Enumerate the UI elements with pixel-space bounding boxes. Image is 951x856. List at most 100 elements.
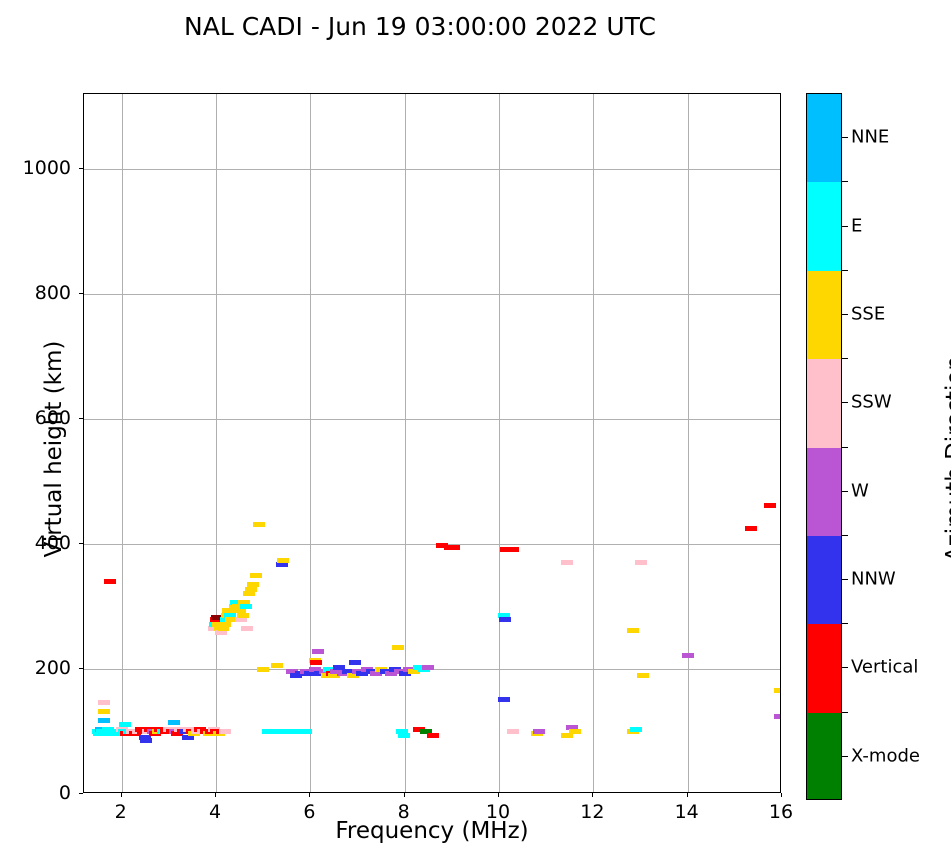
- data-point: [627, 627, 640, 633]
- data-point: [561, 733, 574, 739]
- colorbar-tick-mark: [842, 755, 848, 757]
- y-tick-mark: [79, 668, 83, 669]
- y-tick-label: 200: [34, 657, 71, 679]
- colorbar-boundary-tick: [842, 534, 848, 536]
- colorbar-tick-mark: [842, 225, 848, 227]
- colorbar-boundary-tick: [842, 623, 848, 625]
- gridline-horizontal: [84, 419, 780, 420]
- data-point: [398, 670, 411, 676]
- data-point: [566, 724, 579, 730]
- colorbar-band-w[interactable]: [807, 447, 841, 537]
- data-point: [229, 599, 242, 605]
- data-point: [773, 687, 780, 693]
- data-point: [408, 669, 421, 674]
- data-point: [227, 608, 239, 614]
- data-point: [236, 612, 249, 618]
- colorbar-tick-mark: [842, 137, 848, 139]
- colorbar-band-nne[interactable]: [807, 94, 841, 183]
- data-point: [97, 717, 110, 723]
- data-point: [290, 729, 303, 734]
- data-point: [216, 625, 229, 631]
- gridline-vertical: [404, 94, 406, 792]
- data-point: [225, 617, 238, 623]
- colorbar[interactable]: [806, 93, 842, 800]
- colorbar-band-x-mode[interactable]: [807, 712, 841, 799]
- data-point: [629, 727, 642, 733]
- colorbar-band-ssw[interactable]: [807, 359, 841, 448]
- data-point: [218, 729, 231, 734]
- x-tick-mark: [215, 793, 217, 797]
- x-tick-mark: [781, 793, 782, 797]
- y-tick-label: 600: [34, 407, 71, 429]
- colorbar-boundary-tick: [842, 358, 848, 360]
- data-point: [346, 673, 359, 679]
- data-point: [391, 645, 404, 651]
- data-point: [412, 727, 425, 733]
- data-point: [118, 722, 131, 728]
- colorbar-boundary-tick: [842, 711, 848, 713]
- data-point: [320, 673, 333, 679]
- data-point: [507, 547, 520, 553]
- x-tick-label: 8: [397, 801, 410, 823]
- y-tick-mark: [79, 793, 83, 794]
- colorbar-band-e[interactable]: [807, 182, 841, 272]
- data-point: [309, 666, 322, 672]
- y-tick-label: 0: [58, 782, 71, 804]
- y-axis-label: Virtual height (km): [41, 340, 67, 558]
- data-point: [231, 604, 244, 609]
- gridline-horizontal: [84, 544, 780, 545]
- data-point: [342, 669, 355, 674]
- data-point: [419, 729, 432, 734]
- x-tick-mark: [120, 793, 122, 797]
- data-point: [356, 670, 369, 676]
- data-point: [681, 652, 694, 658]
- data-point: [212, 621, 225, 627]
- gridline-horizontal: [84, 294, 780, 295]
- data-point: [384, 670, 397, 676]
- colorbar-boundary-tick: [842, 181, 848, 183]
- colorbar-band-vertical[interactable]: [807, 624, 841, 714]
- y-tick-mark: [79, 418, 83, 419]
- data-point: [252, 521, 265, 527]
- x-tick-mark: [498, 793, 499, 797]
- colorbar-band-nnw[interactable]: [807, 535, 841, 625]
- data-point: [561, 560, 574, 566]
- y-tick-mark: [79, 168, 83, 169]
- data-point: [323, 666, 336, 672]
- y-tick-label: 400: [34, 532, 71, 554]
- x-tick-mark: [686, 793, 688, 797]
- colorbar-label-w: W: [851, 480, 869, 502]
- data-point: [330, 669, 343, 674]
- data-point: [436, 543, 449, 549]
- gridline-vertical: [593, 94, 595, 792]
- data-point: [238, 599, 251, 605]
- colorbar-label-vertical: Vertical: [851, 656, 919, 678]
- data-point: [568, 729, 581, 734]
- data-point: [370, 670, 383, 676]
- data-point: [285, 669, 298, 674]
- gridline-vertical: [687, 94, 689, 792]
- gridline-vertical: [216, 94, 218, 792]
- colorbar-tick-mark: [842, 667, 848, 669]
- colorbar-tick-mark: [842, 490, 848, 492]
- colorbar-band-sse[interactable]: [807, 270, 841, 360]
- x-tick-mark: [309, 793, 311, 797]
- colorbar-label: Azimuth Direction: [942, 356, 951, 562]
- data-point: [240, 604, 253, 609]
- data-point: [103, 579, 116, 584]
- data-point: [207, 625, 220, 631]
- data-point: [271, 663, 284, 669]
- plot-area: [83, 93, 781, 793]
- x-tick-mark: [403, 793, 405, 797]
- data-point: [773, 714, 780, 719]
- y-tick-mark: [79, 293, 83, 294]
- data-point: [299, 729, 312, 734]
- data-point: [245, 586, 257, 592]
- gridline-vertical: [121, 94, 123, 792]
- x-tick-label: 4: [209, 801, 222, 823]
- data-point: [140, 737, 153, 743]
- data-point: [634, 560, 647, 566]
- y-tick-mark: [79, 543, 83, 544]
- data-point: [243, 590, 256, 596]
- y-tick-label: 800: [34, 282, 71, 304]
